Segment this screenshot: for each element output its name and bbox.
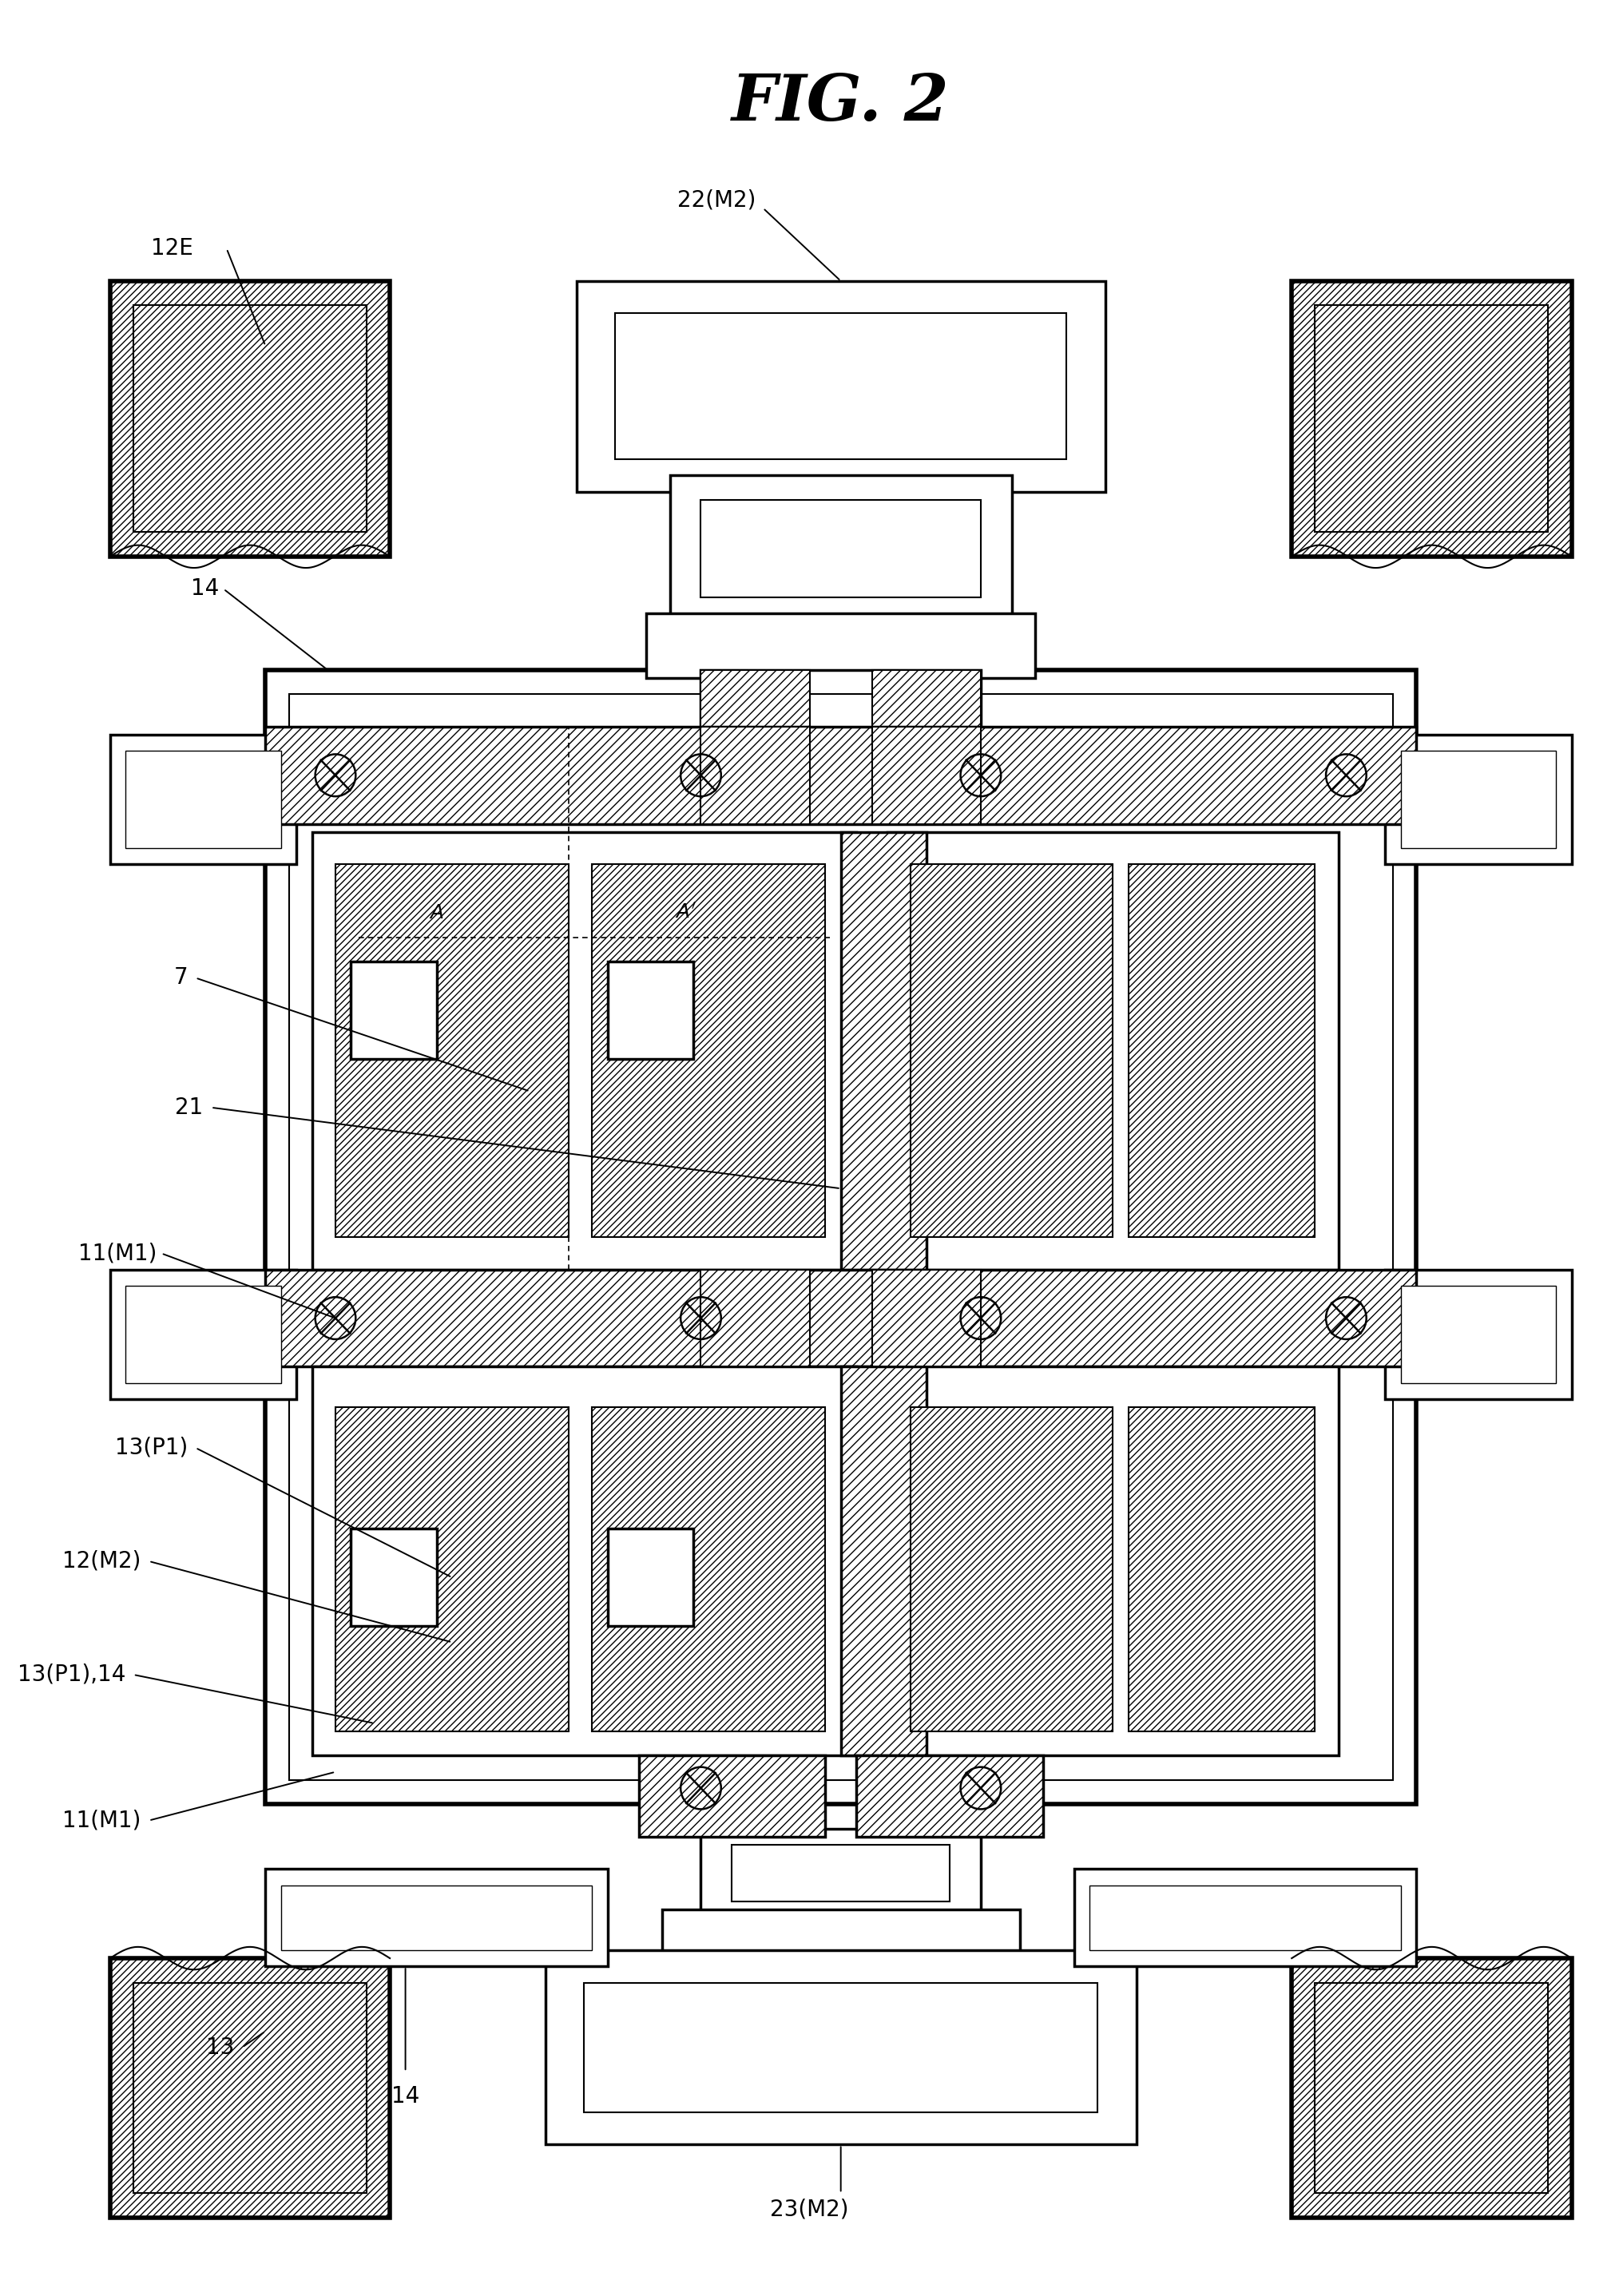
Text: $A$: $A$ xyxy=(428,902,443,923)
Bar xyxy=(669,475,1011,622)
Bar xyxy=(545,1949,1136,2144)
Bar xyxy=(125,751,281,847)
Bar xyxy=(312,1366,855,1756)
Bar xyxy=(281,1885,592,1949)
Bar xyxy=(584,1981,1097,2112)
Bar xyxy=(289,693,1393,1779)
Bar xyxy=(1290,1958,1571,2218)
Text: 12E: 12E xyxy=(151,236,193,259)
Bar xyxy=(125,1286,281,1382)
Bar xyxy=(1089,1885,1401,1949)
Bar xyxy=(576,280,1105,491)
Bar xyxy=(888,1366,1337,1756)
Bar xyxy=(662,1910,1019,1975)
Text: $A'$: $A'$ xyxy=(674,902,696,923)
Text: 11(M1): 11(M1) xyxy=(62,1809,141,1832)
Bar xyxy=(592,1407,824,1731)
Text: 14: 14 xyxy=(190,579,219,599)
Bar xyxy=(265,726,1415,824)
Bar xyxy=(265,1270,1415,1366)
Bar xyxy=(911,863,1112,1238)
Text: 23(M2): 23(M2) xyxy=(769,2197,849,2220)
Bar xyxy=(1315,305,1547,533)
Bar xyxy=(133,305,367,533)
Bar xyxy=(265,670,1415,1805)
Bar xyxy=(1073,1869,1415,1965)
Bar xyxy=(701,501,980,597)
Text: 21: 21 xyxy=(175,1095,203,1118)
Bar xyxy=(351,1529,437,1626)
Bar xyxy=(607,962,693,1058)
Bar xyxy=(701,726,810,824)
Bar xyxy=(1128,1407,1315,1731)
Bar xyxy=(1401,1286,1555,1382)
Bar xyxy=(1290,280,1571,556)
Bar xyxy=(336,1407,568,1731)
Text: 13(P1),14: 13(P1),14 xyxy=(18,1665,125,1685)
Bar xyxy=(872,670,980,744)
Text: 22(M2): 22(M2) xyxy=(677,188,755,211)
Bar xyxy=(855,1756,1042,1837)
Bar xyxy=(336,863,568,1238)
Bar xyxy=(110,1958,390,2218)
Bar xyxy=(1315,1981,1547,2193)
Bar xyxy=(732,1844,949,1901)
Bar xyxy=(312,831,855,1270)
Text: 13(P1): 13(P1) xyxy=(115,1437,188,1458)
Bar xyxy=(888,831,1337,1270)
Bar xyxy=(701,670,980,744)
Bar xyxy=(646,613,1034,677)
Bar xyxy=(110,1270,297,1398)
Bar xyxy=(701,670,810,744)
Text: 12(M2): 12(M2) xyxy=(62,1550,141,1573)
Bar xyxy=(110,735,297,863)
Bar xyxy=(701,1270,810,1366)
Bar xyxy=(1128,863,1315,1238)
Bar xyxy=(265,1869,607,1965)
Bar xyxy=(911,1407,1112,1731)
Bar xyxy=(701,1828,980,1917)
Bar xyxy=(110,280,390,556)
Bar xyxy=(841,1366,925,1756)
Bar xyxy=(615,315,1066,459)
Text: 13: 13 xyxy=(206,2037,234,2060)
Bar xyxy=(133,1981,367,2193)
Text: 7: 7 xyxy=(174,967,188,990)
Text: 14: 14 xyxy=(391,2085,419,2108)
Bar xyxy=(1401,751,1555,847)
Bar xyxy=(592,863,824,1238)
Bar xyxy=(607,1529,693,1626)
Bar xyxy=(872,1270,980,1366)
Bar xyxy=(872,726,980,824)
Bar xyxy=(1384,735,1571,863)
Bar xyxy=(1384,1270,1571,1398)
Text: 11(M1): 11(M1) xyxy=(78,1242,156,1265)
Bar xyxy=(592,1965,1089,2048)
Bar xyxy=(638,1756,824,1837)
Bar xyxy=(841,831,925,1270)
Bar xyxy=(351,962,437,1058)
Text: FIG. 2: FIG. 2 xyxy=(732,71,949,133)
